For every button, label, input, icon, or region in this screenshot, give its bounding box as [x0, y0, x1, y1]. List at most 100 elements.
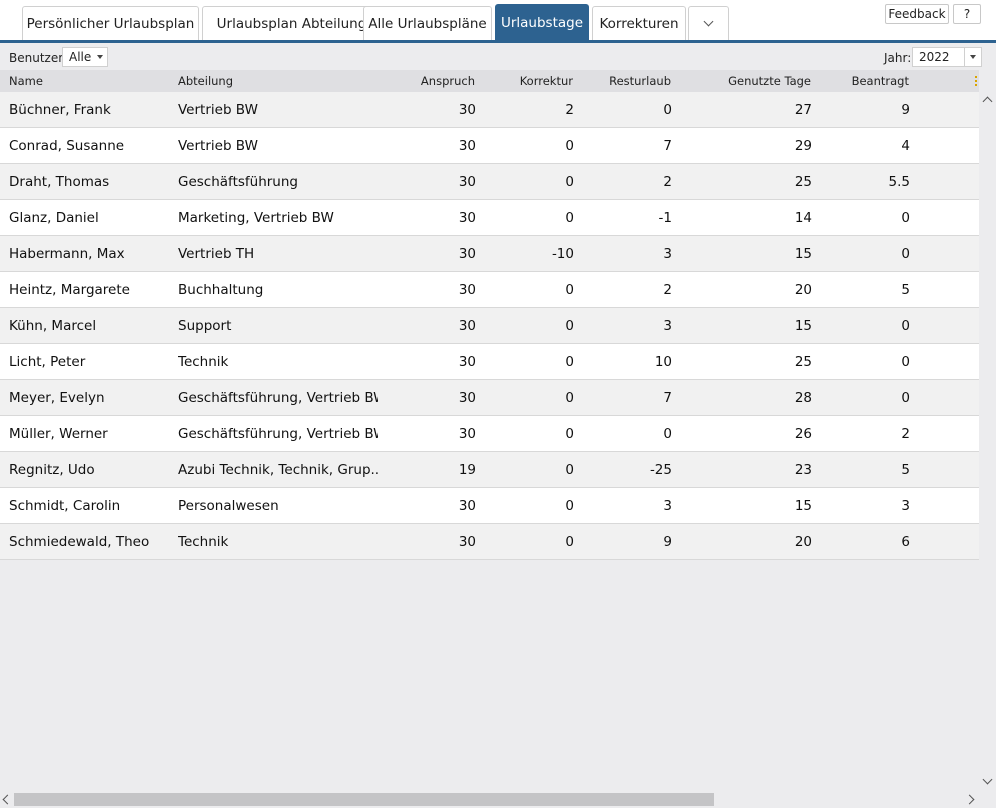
table-row[interactable]: Licht, Peter Technik 30 0 10 25 0 — [0, 344, 979, 380]
cell-beantragt: 0 — [901, 354, 910, 370]
chevron-down-icon[interactable] — [982, 774, 993, 785]
cell-abteilung: Azubi Technik, Technik, Grup... — [178, 462, 378, 478]
cell-resturlaub: -1 — [658, 210, 672, 226]
table-row[interactable]: Schmiedewald, Theo Technik 30 0 9 20 6 — [0, 524, 979, 560]
table-row[interactable]: Regnitz, Udo Azubi Technik, Technik, Grup… — [0, 452, 979, 488]
cell-resturlaub: 3 — [663, 246, 672, 262]
user-filter-select[interactable]: Alle — [62, 47, 108, 67]
cell-anspruch: 30 — [458, 282, 476, 298]
year-value: 2022 — [919, 50, 950, 64]
caret-down-icon — [970, 55, 976, 59]
cell-resturlaub: 2 — [663, 282, 672, 298]
table-row[interactable]: Habermann, Max Vertrieb TH 30 -10 3 15 0 — [0, 236, 979, 272]
cell-anspruch: 30 — [458, 138, 476, 154]
cell-anspruch: 30 — [458, 318, 476, 334]
year-filter-label: Jahr: — [884, 51, 912, 65]
table-row[interactable]: Müller, Werner Geschäftsführung, Vertrieb… — [0, 416, 979, 452]
table-row[interactable]: Draht, Thomas Geschäftsführung 30 0 2 25 5.5 — [0, 164, 979, 200]
cell-anspruch: 30 — [458, 354, 476, 370]
tab-persoenlicher-urlaubsplan[interactable]: Persönlicher Urlaubsplan — [22, 6, 199, 40]
cell-genutzte-tage: 27 — [794, 102, 812, 118]
chevron-right-icon[interactable] — [964, 794, 975, 805]
more-tabs-button[interactable] — [688, 6, 729, 40]
table-row[interactable]: Kühn, Marcel Support 30 0 3 15 0 — [0, 308, 979, 344]
cell-name: Regnitz, Udo — [9, 462, 95, 478]
column-header-korrektur[interactable]: Korrektur — [519, 74, 573, 88]
column-header-genutzte-tage[interactable]: Genutzte Tage — [728, 74, 811, 88]
cell-anspruch: 30 — [458, 102, 476, 118]
cell-beantragt: 0 — [901, 318, 910, 334]
column-header-beantragt[interactable]: Beantragt — [851, 74, 909, 88]
cell-korrektur: 2 — [565, 102, 574, 118]
table-row[interactable]: Schmidt, Carolin Personalwesen 30 0 3 15 3 — [0, 488, 979, 524]
cell-genutzte-tage: 15 — [794, 318, 812, 334]
cell-beantragt: 0 — [901, 210, 910, 226]
cell-name: Schmidt, Carolin — [9, 498, 121, 514]
table-header: Name Abteilung Anspruch Korrektur Restur… — [0, 70, 979, 92]
chevron-down-icon — [703, 16, 714, 27]
tab-urlaubsplan-abteilung[interactable]: Urlaubsplan Abteilung — [202, 6, 381, 40]
table-row[interactable]: Heintz, Margarete Buchhaltung 30 0 2 20 5 — [0, 272, 979, 308]
cell-abteilung: Geschäftsführung, Vertrieb BW — [178, 426, 378, 442]
cell-genutzte-tage: 25 — [794, 174, 812, 190]
cell-korrektur: 0 — [565, 138, 574, 154]
cell-abteilung: Vertrieb TH — [178, 246, 255, 262]
cell-abteilung: Vertrieb BW — [178, 138, 258, 154]
cell-anspruch: 19 — [458, 462, 476, 478]
table-row[interactable]: Meyer, Evelyn Geschäftsführung, Vertrieb … — [0, 380, 979, 416]
year-select-divider — [964, 48, 965, 66]
table-body: Büchner, Frank Vertrieb BW 30 2 0 27 9 Conrad, … — [0, 92, 979, 560]
filter-bar: Benutzer Alle Jahr: 2022 — [0, 43, 996, 70]
table-row[interactable]: Büchner, Frank Vertrieb BW 30 2 0 27 9 — [0, 92, 979, 128]
cell-genutzte-tage: 20 — [794, 282, 812, 298]
cell-korrektur: 0 — [565, 282, 574, 298]
cell-korrektur: 0 — [565, 534, 574, 550]
cell-name: Schmiedewald, Theo — [9, 534, 150, 550]
cell-beantragt: 5.5 — [888, 174, 910, 190]
table-row[interactable]: Conrad, Susanne Vertrieb BW 30 0 7 29 4 — [0, 128, 979, 164]
cell-resturlaub: -25 — [649, 462, 672, 478]
cell-beantragt: 5 — [901, 462, 910, 478]
cell-korrektur: -10 — [551, 246, 574, 262]
cell-name: Glanz, Daniel — [9, 210, 99, 226]
cell-resturlaub: 3 — [663, 318, 672, 334]
chevron-left-icon[interactable] — [2, 794, 13, 805]
cell-abteilung: Geschäftsführung — [178, 174, 298, 190]
cell-abteilung: Vertrieb BW — [178, 102, 258, 118]
tab-alle-urlaubsplaene[interactable]: Alle Urlaubspläne — [363, 6, 492, 40]
cell-korrektur: 0 — [565, 318, 574, 334]
cell-beantragt: 2 — [901, 426, 910, 442]
tab-urlaubstage[interactable]: Urlaubstage — [495, 4, 589, 40]
cell-resturlaub: 2 — [663, 174, 672, 190]
help-button[interactable]: ? — [953, 4, 981, 24]
column-header-name[interactable]: Name — [9, 74, 43, 88]
cell-name: Licht, Peter — [9, 354, 86, 370]
horizontal-scroll-thumb[interactable] — [14, 793, 714, 806]
vertical-scrollbar[interactable] — [979, 92, 996, 792]
cell-resturlaub: 0 — [663, 426, 672, 442]
tab-korrekturen[interactable]: Korrekturen — [592, 6, 686, 40]
cell-resturlaub: 7 — [663, 138, 672, 154]
cell-beantragt: 9 — [901, 102, 910, 118]
cell-genutzte-tage: 20 — [794, 534, 812, 550]
cell-anspruch: 30 — [458, 426, 476, 442]
cell-resturlaub: 10 — [654, 354, 672, 370]
column-header-resturlaub[interactable]: Resturlaub — [609, 74, 671, 88]
feedback-button[interactable]: Feedback — [885, 4, 949, 24]
cell-genutzte-tage: 28 — [794, 390, 812, 406]
cell-beantragt: 5 — [901, 282, 910, 298]
table-row[interactable]: Glanz, Daniel Marketing, Vertrieb BW 30 0 -1… — [0, 200, 979, 236]
cell-korrektur: 0 — [565, 390, 574, 406]
year-select[interactable]: 2022 — [912, 47, 982, 67]
horizontal-scrollbar[interactable] — [0, 791, 996, 808]
cell-anspruch: 30 — [458, 534, 476, 550]
column-header-abteilung[interactable]: Abteilung — [178, 74, 234, 88]
column-header-anspruch[interactable]: Anspruch — [420, 74, 475, 88]
chevron-up-icon[interactable] — [982, 96, 993, 107]
cell-name: Büchner, Frank — [9, 102, 111, 118]
column-resize-handle[interactable] — [975, 76, 977, 86]
cell-korrektur: 0 — [565, 462, 574, 478]
cell-abteilung: Personalwesen — [178, 498, 279, 514]
cell-name: Conrad, Susanne — [9, 138, 125, 154]
cell-abteilung: Marketing, Vertrieb BW — [178, 210, 334, 226]
